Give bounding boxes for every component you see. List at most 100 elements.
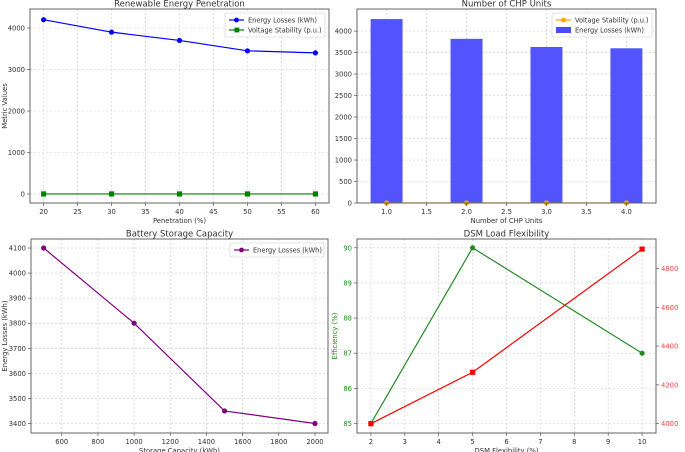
legend: Energy Losses (kWh) xyxy=(229,242,325,258)
subplot-title: Number of CHP Units xyxy=(462,0,552,10)
legend-marker xyxy=(561,17,566,23)
data-point xyxy=(108,29,115,35)
y-tick-label: 1500 xyxy=(335,135,352,143)
bar xyxy=(370,19,403,203)
data-point xyxy=(469,245,476,251)
data-point xyxy=(41,245,47,251)
x-tick-label: 800 xyxy=(91,438,104,446)
subplot-1: 20 25 30 35 40 45 50 55 60 0 1000 2000 3000 4000 Renew… xyxy=(1,0,330,225)
x-tick-label: 4.0 xyxy=(621,208,632,216)
y-tick-label: 500 xyxy=(339,178,352,186)
data-point xyxy=(639,350,645,356)
y-tick-label: 0 xyxy=(21,190,25,198)
x-tick-label: 45 xyxy=(209,208,218,216)
data-point xyxy=(312,191,319,197)
y-tick-label: 4100 xyxy=(9,245,26,253)
legend-box xyxy=(224,12,326,38)
legend-swatch xyxy=(556,27,571,33)
y-axis-label: Efficiency (%) xyxy=(331,312,339,359)
y-tick-label: 0 xyxy=(348,200,352,208)
x-tick-label: 2.5 xyxy=(501,208,512,216)
x-tick-label: 3.5 xyxy=(581,208,592,216)
subplot-title: Renewable Energy Penetration xyxy=(114,0,245,10)
legend-marker xyxy=(234,17,239,23)
x-tick-label: 20 xyxy=(39,208,48,216)
legend-label: Energy Losses (kWh) xyxy=(248,16,317,24)
x-axis-label: Penetration (%) xyxy=(153,217,206,225)
x-tick-label: 4 xyxy=(437,438,441,446)
legend-box xyxy=(229,242,325,258)
y-tick-label: 4000 xyxy=(335,28,352,36)
x-tick-label: 3 xyxy=(403,438,407,446)
x-tick-label: 1600 xyxy=(234,438,251,446)
subplot-title: DSM Load Flexibility xyxy=(464,230,550,240)
x-tick-label: 25 xyxy=(73,208,82,216)
legend: Energy Losses (kWh) Voltage Stability (p.… xyxy=(224,12,326,38)
y-tick-label: 3900 xyxy=(9,295,26,303)
data-point xyxy=(108,191,115,197)
x-tick-label: 6 xyxy=(504,438,508,446)
x-tick-label: 8 xyxy=(572,438,576,446)
x-tick-label: 1200 xyxy=(162,438,179,446)
y-tick-label: 88 xyxy=(343,315,352,323)
y-tick-label: 4000 xyxy=(8,25,25,33)
y-tick-label: 3000 xyxy=(335,71,352,79)
data-point xyxy=(131,320,137,326)
x-tick-label: 1.5 xyxy=(421,208,432,216)
axes-frame xyxy=(30,238,329,434)
y-axis-label: Energy Losses (kWh) xyxy=(1,300,9,371)
x-tick-label: 1.0 xyxy=(381,208,392,216)
y-tick-label: 90 xyxy=(343,244,352,252)
x-tick-label: 1000 xyxy=(125,438,142,446)
data-point xyxy=(221,408,228,414)
legend-label: Energy Losses (kWh) xyxy=(253,246,322,254)
x-tick-label: 30 xyxy=(107,208,116,216)
x-axis-label: Storage Capacity (kWh) xyxy=(139,447,220,452)
x-tick-label: 5 xyxy=(470,438,474,446)
data-point xyxy=(639,246,645,252)
data-point xyxy=(312,50,319,56)
x-axis-label: Number of CHP Units xyxy=(471,217,543,225)
x-tick-label: 10 xyxy=(638,438,647,446)
y-right-tick-label: 4200 xyxy=(661,381,678,389)
y-tick-label: 1000 xyxy=(8,149,25,157)
y-tick-label: 3500 xyxy=(335,49,352,57)
x-tick-label: 2.0 xyxy=(461,208,472,216)
data-point xyxy=(244,191,251,197)
y-tick-label: 3400 xyxy=(9,420,26,428)
data-point xyxy=(244,48,251,54)
bar xyxy=(530,46,563,204)
x-tick-label: 40 xyxy=(175,208,184,216)
y-tick-label: 3800 xyxy=(9,320,26,328)
legend-marker xyxy=(239,247,244,253)
x-tick-label: 600 xyxy=(55,438,68,446)
x-tick-label: 9 xyxy=(606,438,610,446)
y-tick-label: 87 xyxy=(343,350,352,358)
legend-label: Voltage Stability (p.u.) xyxy=(575,16,649,24)
data-point xyxy=(40,191,47,197)
y-tick-label: 1000 xyxy=(335,157,352,165)
data-point xyxy=(469,369,476,375)
x-tick-label: 3.0 xyxy=(541,208,552,216)
subplot-3: 600 800 1000 1200 1400 1600 1800 2000 3400 3500 36… xyxy=(1,230,329,452)
x-tick-label: 1800 xyxy=(270,438,287,446)
y-right-tick-label: 4400 xyxy=(661,343,678,351)
y-tick-label: 2000 xyxy=(335,114,352,122)
data-point xyxy=(368,421,374,427)
y-tick-label: 4000 xyxy=(9,270,26,278)
x-tick-label: 1400 xyxy=(198,438,215,446)
legend-label: Energy Losses (kWh) xyxy=(575,26,644,34)
data-point xyxy=(40,17,47,23)
x-tick-label: 7 xyxy=(538,438,542,446)
y-tick-label: 86 xyxy=(343,385,352,393)
y-tick-label: 2500 xyxy=(335,92,352,100)
y-tick-label: 85 xyxy=(343,420,352,428)
x-tick-label: 50 xyxy=(243,208,252,216)
y-tick-label: 3500 xyxy=(9,395,26,403)
data-point xyxy=(312,420,318,427)
x-tick-label: 35 xyxy=(141,208,150,216)
legend: Voltage Stability (p.u.) Energy Losses (k… xyxy=(551,12,653,38)
y-right-tick-label: 4600 xyxy=(661,304,678,312)
data-point xyxy=(176,37,183,44)
